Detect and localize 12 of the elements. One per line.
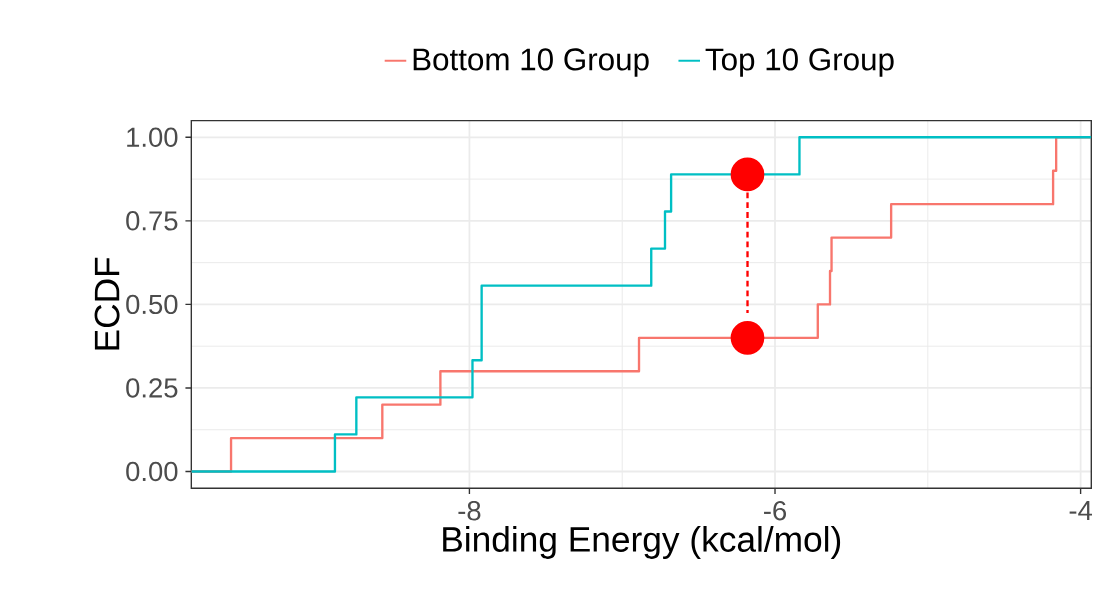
y-tick-label: 0.25	[126, 378, 178, 398]
y-axis-title: ECDF	[94, 257, 120, 350]
x-tick-label: -8	[458, 500, 481, 521]
x-tick-label: -4	[1069, 501, 1092, 520]
x-axis-title: Binding Energy (kcal/mol)	[443, 526, 841, 559]
legend-label: Bottom 10 Group	[413, 48, 649, 77]
y-tick-label: 0.00	[126, 461, 178, 482]
x-tick-label: -6	[764, 500, 787, 521]
y-tick-label: 0.50	[126, 294, 178, 315]
legend-label: Top 10 Group	[705, 48, 894, 77]
y-tick-label: 1.00	[127, 127, 178, 148]
y-tick-label: 0.75	[126, 211, 178, 231]
